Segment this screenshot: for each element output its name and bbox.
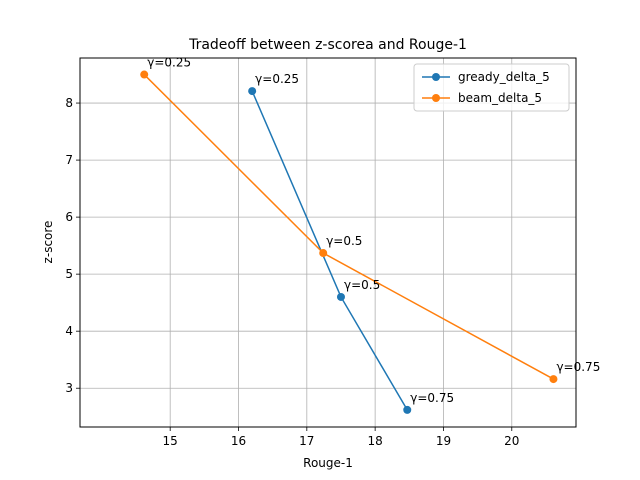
grid (80, 58, 576, 427)
y-tick-label: 7 (65, 153, 73, 167)
y-tick-label: 8 (65, 96, 73, 110)
legend-entry-label: gready_delta_5 (458, 70, 550, 84)
point-annotation: γ=0.5 (326, 234, 362, 248)
x-tick-label: 16 (231, 434, 246, 448)
x-tick-label: 17 (299, 434, 314, 448)
data-point (140, 70, 149, 79)
point-annotation: γ=0.5 (344, 278, 380, 292)
y-axis-label: z-score (41, 221, 55, 264)
data-point (549, 375, 558, 384)
x-tick-label: 15 (163, 434, 178, 448)
legend-entry-label: beam_delta_5 (458, 91, 542, 105)
point-annotation: γ=0.25 (255, 72, 299, 86)
legend-box (413, 63, 570, 112)
x-tick-label: 19 (436, 434, 451, 448)
x-tick-label: 20 (504, 434, 519, 448)
plot-frame (79, 57, 577, 428)
data-point (319, 249, 328, 258)
x-tick-label: 18 (367, 434, 382, 448)
point-annotation: γ=0.75 (410, 391, 454, 405)
y-tick-label: 5 (65, 267, 73, 281)
data-point (403, 405, 412, 414)
data-point (336, 292, 345, 301)
chart-title: Tradeoff between z-scorea and Rouge-1 (188, 37, 467, 53)
y-tick-label: 4 (65, 324, 73, 338)
point-annotation: γ=0.25 (147, 56, 191, 70)
legend-marker (432, 73, 440, 81)
legend-marker (432, 94, 440, 102)
annotations: γ=0.25 γ=0.5 γ=0.75 γ=0.25 γ=0.5 γ=0.75 (147, 56, 600, 405)
y-tick-label: 3 (65, 381, 73, 395)
y-tick-label: 6 (65, 210, 73, 224)
x-axis-label: Rouge-1 (303, 456, 353, 470)
series-layer (140, 70, 558, 414)
axis-ticks: 15 16 17 18 19 20 3 4 5 6 7 8 (65, 96, 519, 448)
point-annotation: γ=0.75 (556, 360, 600, 374)
legend: gready_delta_5 beam_delta_5 (413, 63, 570, 112)
data-point (248, 87, 257, 96)
